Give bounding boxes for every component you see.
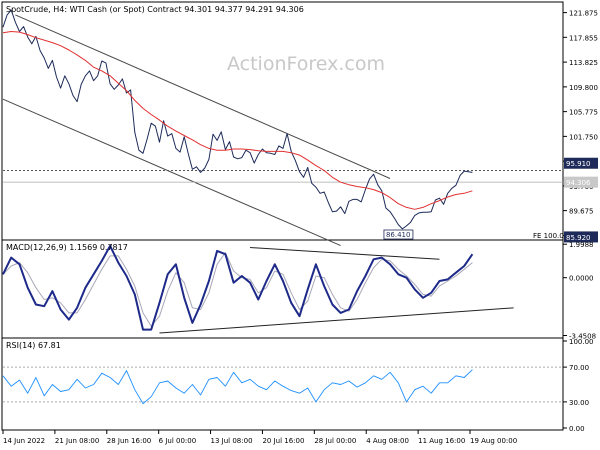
x-axis-label: 6 Jul 00:00 [159,437,197,445]
level-tag: 95.910 [566,160,591,168]
price-panel: FE 100.0 86.410 [2,9,564,246]
rsi-panel [2,366,563,405]
x-axis-label: 20 Jul 16:00 [262,437,304,445]
moving-average-line [2,31,473,210]
x-axis-label: 28 Jul 00:00 [314,437,356,445]
axes: 121.875 117.855 113.825 109.800 105.775 101.7… [2,10,598,445]
rsi-title: RSI(14) 67.81 [6,341,61,350]
macd-axis-tick-label: 0.0000 [569,275,594,283]
price-tag: 94.306 [566,179,591,187]
macd-title: MACD(12,26,9) 1.1569 0.7817 [6,243,128,252]
level-tag-bg [564,157,598,169]
x-axis-label: 4 Aug 08:00 [366,437,409,445]
price-tag-bg [564,176,598,188]
price-axis-tick-label: 121.875 [569,10,598,18]
rsi-axis-tick-label: 70.00 [569,364,589,372]
rsi-axis-tick-label: 30.00 [569,399,589,407]
x-axis-label: 14 Jun 2022 [3,437,45,445]
price-axis-tick-label: 101.750 [569,133,598,141]
rsi-axis-tick-label: 100.00 [569,338,594,346]
low-label: 86.410 [386,231,411,239]
price-axis-tick-label: 113.825 [569,59,598,67]
price-axis-tick-label: 117.855 [569,34,598,42]
fe-label: FE 100.0 [533,232,564,240]
macd-trend-line [159,307,514,334]
price-title: SpotCrude, H4: WTI Cash (or Spot) Contra… [6,5,304,14]
price-axis-tick-label: 109.800 [569,84,598,92]
x-axis-label: 21 Jun 08:00 [55,437,99,445]
macd-trend-line [250,247,440,260]
macd-main-line [2,244,474,331]
fe-tag: 85.920 [566,234,591,242]
price-axis-tick-label: 105.775 [569,109,598,117]
low-label-box [383,229,414,240]
rsi-axis-tick-label: 0.00 [569,425,585,433]
x-axis-label: 11 Aug 16:00 [418,437,465,445]
macd-axis-tick-label: 1.9988 [569,241,594,249]
macd-signal-line [2,252,473,327]
macd-panel [2,244,514,334]
channel-line [15,14,391,179]
x-axis-label: 28 Jun 16:00 [107,437,151,445]
x-axis-label: 19 Aug 00:00 [470,437,517,445]
channel-line [2,98,341,246]
rsi-line [2,369,473,405]
x-axis-label: 13 Jul 08:00 [211,437,253,445]
fe-tag-bg [564,231,598,243]
rsi-panel-frame [1,337,564,431]
watermark: ActionForex.com [227,53,385,75]
price-series-line [2,9,473,230]
macd-panel-frame [1,239,564,339]
macd-axis-tick-label: -3.4508 [569,333,596,341]
price-panel-frame [1,1,564,241]
price-axis-tick-label: 89.675 [569,208,594,216]
